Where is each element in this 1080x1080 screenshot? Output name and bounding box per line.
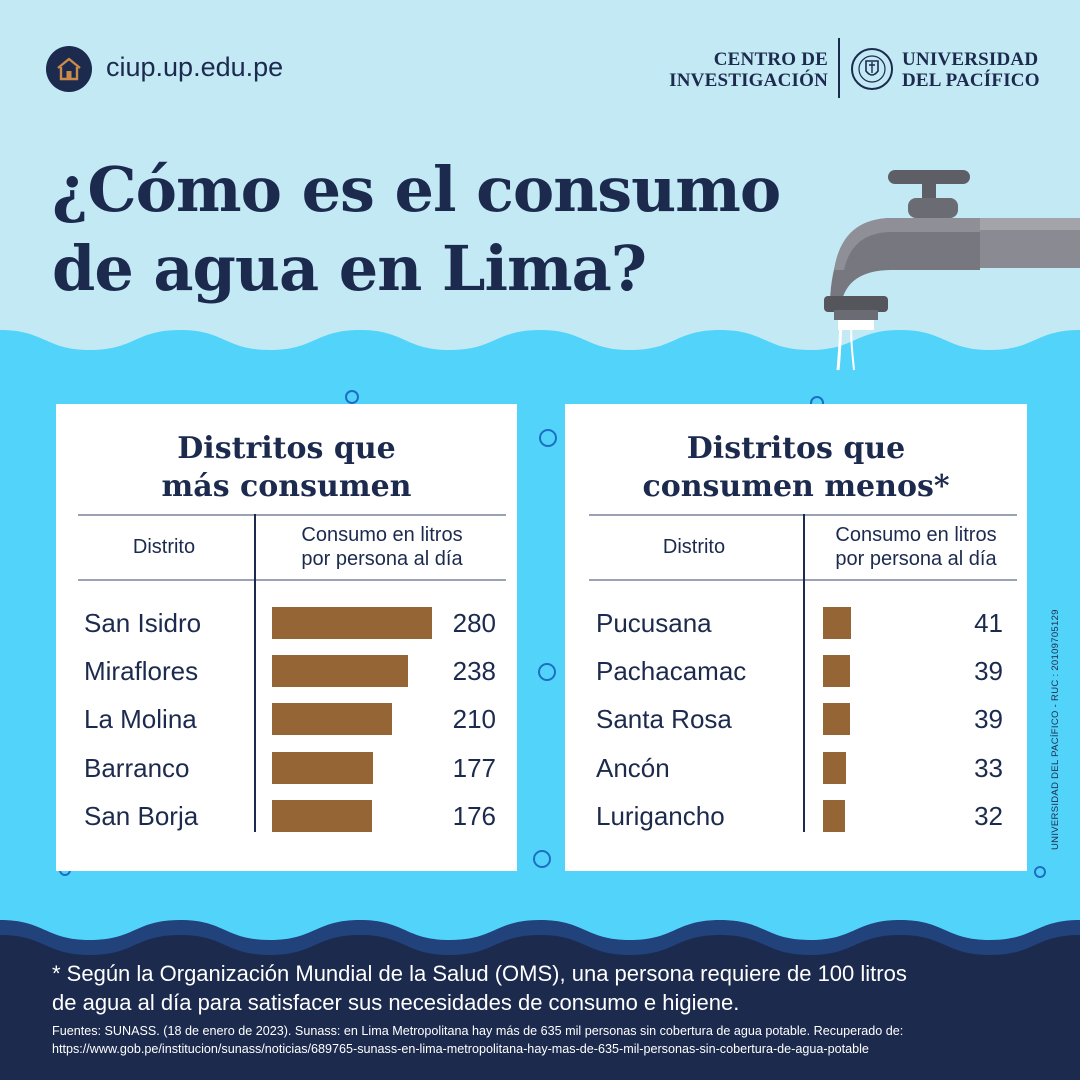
consumption-value: 280 [452,608,496,638]
column-header-district: Distrito [662,536,726,558]
consumption-value: 33 [974,752,1003,783]
home-badge[interactable] [46,46,92,92]
panel-most-consumption: Distritos que más consumen Distrito Cons… [56,404,517,871]
column-header-consumo-line2: por persona al día [301,548,463,570]
university-logo: CENTRO DE INVESTIGACIÓN UNIVERSIDAD DEL … [660,38,1040,102]
column-header-consumo-line2: por persona al día [835,548,997,570]
consumption-value: 41 [974,608,1003,638]
consumption-bar [272,655,408,688]
logo-right-line2: DEL PACÍFICO [902,70,1040,91]
panel-title-line1: Distritos que [686,431,906,466]
logo-right-text: UNIVERSIDAD DEL PACÍFICO [902,49,1040,91]
district-name: Santa Rosa [596,704,732,735]
faucet-spout [824,296,888,312]
faucet-handle [888,170,970,184]
footer-note-line1: * Según la Organización Mundial de la Sa… [52,961,907,986]
logo-left-line2: INVESTIGACIÓN [669,70,828,91]
column-divider [803,514,805,832]
district-name: Pachacamac [596,656,747,687]
logo-divider [838,38,840,98]
consumption-bar [823,703,850,736]
consumption-bar [823,799,846,832]
footer-note: * Según la Organización Mundial de la Sa… [52,959,1042,1017]
column-header-district: Distrito [132,536,196,558]
panel-title-most: Distritos que más consumen [56,430,517,506]
district-name: Ancón [596,752,670,783]
district-name: Barranco [84,752,190,783]
column-header-consumo-line1: Consumo en litros [835,524,997,546]
consumption-value: 238 [452,656,496,687]
consumption-bar [823,607,852,639]
consumption-bar [272,703,392,736]
consumption-bar [272,799,373,832]
title-line2: de agua en Lima? [52,232,647,305]
consumption-value: 32 [974,800,1003,831]
district-name: San Isidro [84,608,202,638]
consumption-value: 176 [452,800,496,831]
district-name: Lurigancho [596,800,725,831]
district-name: La Molina [84,704,197,735]
footer-source-line1: Fuentes: SUNASS. (18 de enero de 2023). … [52,1024,904,1038]
consumption-value: 210 [452,704,496,735]
home-icon [57,57,81,81]
faucet-illustration [824,170,1080,371]
footer-source: Fuentes: SUNASS. (18 de enero de 2023). … [52,1022,1052,1058]
ruc-side-text: UNIVERSIDAD DEL PACÍFICO - RUC : 2010970… [1050,609,1061,850]
consumption-bar [272,751,374,784]
header-bottom-rule [78,579,506,581]
title-line1: ¿Cómo es el consumo [52,153,781,226]
column-header-consumo-line1: Consumo en litros [301,524,463,546]
consumption-value: 39 [974,656,1003,687]
consumption-value: 177 [452,752,496,783]
footer-note-line2: de agua al día para satisfacer sus neces… [52,990,740,1015]
consumption-bar [823,751,846,784]
header-top-rule [78,514,506,516]
footer-source-url[interactable]: https://www.gob.pe/institucion/sunass/no… [52,1042,869,1056]
site-url-link[interactable]: ciup.up.edu.pe [106,52,284,82]
column-header-consumo: Consumo en litros por persona al día [809,523,1023,571]
logo-right-line1: UNIVERSIDAD [902,49,1039,70]
seal-icon [851,48,893,90]
panel-title-line2: más consumen [161,469,412,504]
logo-left-text: CENTRO DE INVESTIGACIÓN [669,49,828,91]
district-name: Miraflores [84,656,199,687]
district-name: Pucusana [596,608,712,638]
consumption-bar [823,655,850,688]
consumption-value: 39 [974,704,1003,735]
panel-title-line2: consumen menos* [642,469,950,504]
page-title: ¿Cómo es el consumo de agua en Lima? [52,150,781,308]
consumption-bar [272,607,432,639]
panel-title-least: Distritos que consumen menos* [565,430,1027,506]
column-divider [254,514,256,832]
district-name: San Borja [84,800,199,831]
panel-least-consumption: Distritos que consumen menos* Distrito C… [565,404,1027,871]
column-header-consumo: Consumo en litros por persona al día [262,523,502,571]
logo-left-line1: CENTRO DE [713,49,828,70]
panel-title-line1: Distritos que [177,431,396,466]
faucet-body [830,218,980,300]
